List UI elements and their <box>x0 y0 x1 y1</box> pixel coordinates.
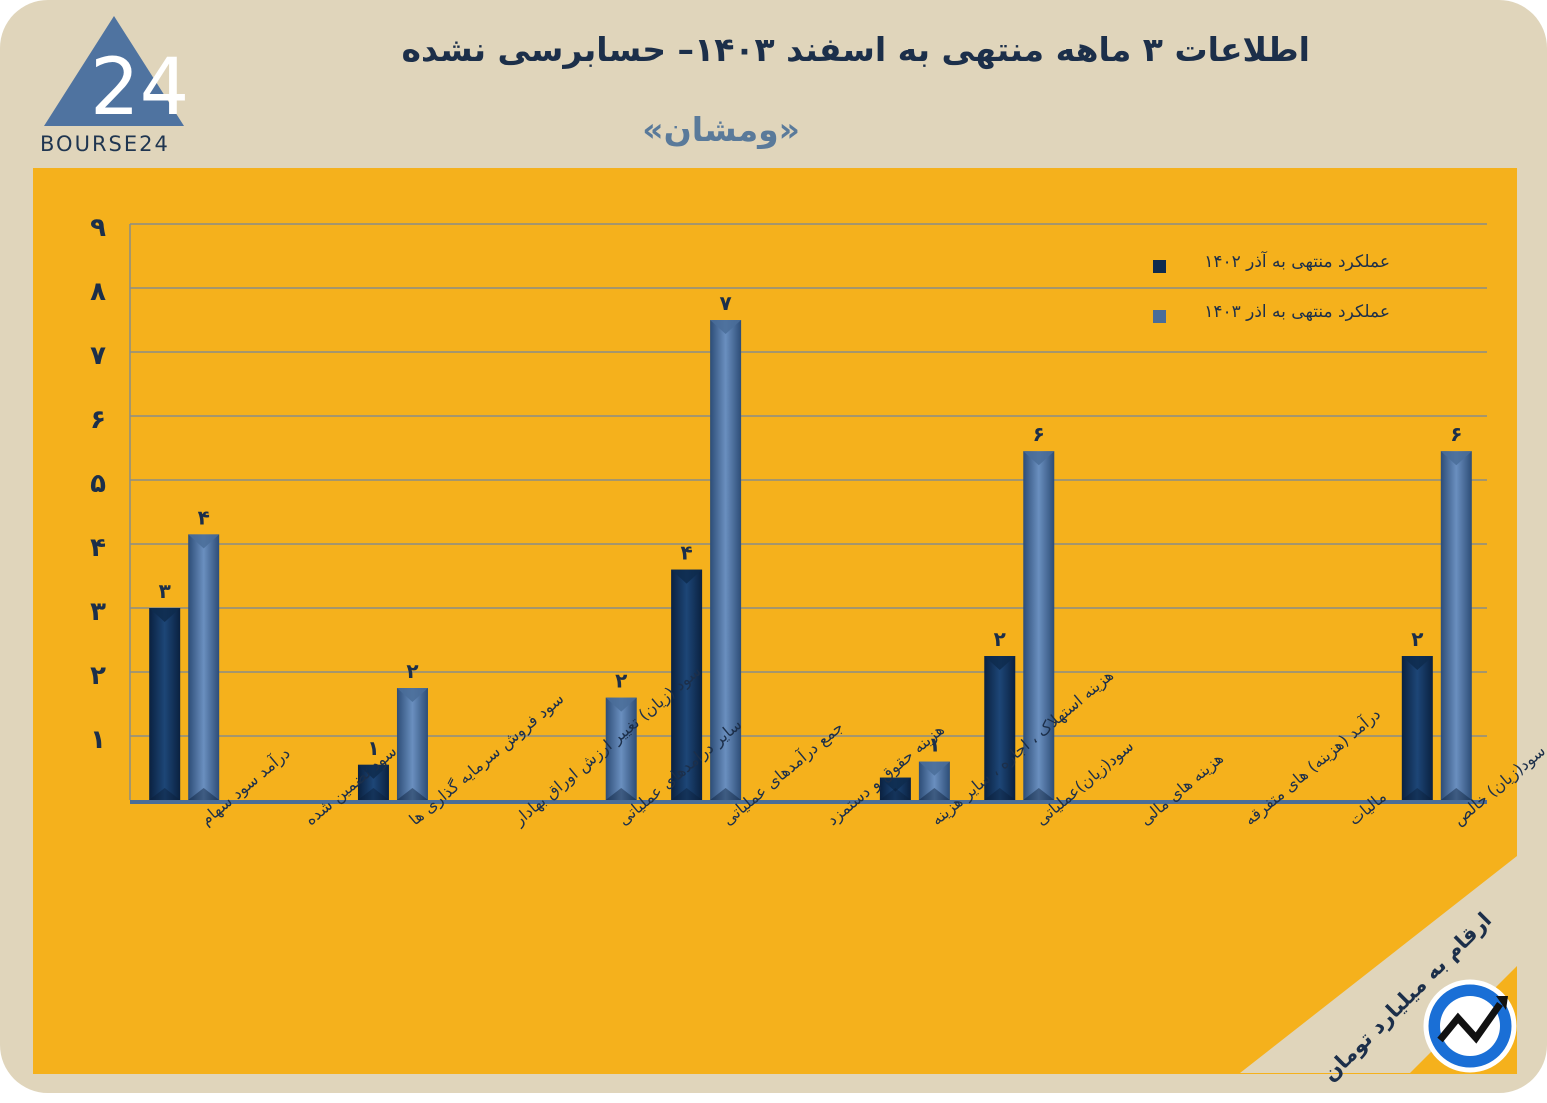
bar-base <box>671 788 703 800</box>
data-label: ۱ <box>928 733 940 757</box>
bar-1402 <box>984 656 1016 800</box>
legend-item: عملکرد منتهی به اذر ۱۴۰۳ <box>1204 302 1390 322</box>
y-tick-label: ۳ <box>90 597 106 627</box>
data-label: ۲ <box>406 659 418 683</box>
bar-base <box>149 788 181 800</box>
y-tick-label: ۲ <box>90 661 106 691</box>
y-tick-label: ۱ <box>90 725 106 755</box>
bar-cap <box>710 320 742 334</box>
bar-cap <box>1440 451 1472 466</box>
bar-base <box>984 788 1016 800</box>
bar-cap <box>984 656 1016 670</box>
data-label: ۷ <box>720 291 732 315</box>
bar-cap <box>396 688 428 702</box>
bar-cap <box>918 761 950 776</box>
data-label: ۲ <box>994 627 1006 651</box>
bourse24-logo: 24 <box>44 16 189 133</box>
data-label: ۲ <box>615 669 627 693</box>
bar-cap <box>879 777 911 792</box>
page-title: اطلاعات ۳ ماهه منتهی به اسفند ۱۴۰۳– حساب… <box>401 30 1310 69</box>
bar-1403 <box>396 688 428 800</box>
bar-cap <box>1401 656 1433 670</box>
data-label: ۲ <box>1411 627 1423 651</box>
data-label: ۱ <box>367 736 379 760</box>
legend-swatch <box>1153 260 1166 273</box>
company-name: «ومشان» <box>642 110 800 149</box>
svg-text:24: 24 <box>90 43 189 133</box>
bar-1402 <box>1401 656 1433 800</box>
bar-base <box>879 788 911 800</box>
bar-1402 <box>149 608 181 800</box>
legend-item: عملکرد منتهی به آذر ۱۴۰۲ <box>1204 252 1390 272</box>
bar-cap <box>605 697 637 712</box>
bar-1402 <box>671 569 703 800</box>
x-axis-baseline <box>130 800 1487 804</box>
data-label: ۶ <box>1033 422 1045 446</box>
bar-cap <box>671 569 703 584</box>
bar-base <box>1440 788 1472 800</box>
x-category-label: هزینه های مالی <box>1136 748 1228 829</box>
bar-base <box>1023 788 1055 800</box>
y-tick-label: ۹ <box>90 213 106 243</box>
legend-swatch <box>1153 310 1166 323</box>
bar-base <box>1401 788 1433 800</box>
bar-base <box>357 788 389 800</box>
chart-panel <box>33 168 1517 1074</box>
bar-base <box>918 788 950 800</box>
bar-1403 <box>710 320 742 800</box>
data-label: ۳ <box>159 579 171 603</box>
x-category-label: مالیات <box>1345 787 1390 829</box>
bar-base <box>396 788 428 800</box>
bar-cap <box>357 764 389 779</box>
bar-base <box>188 788 220 800</box>
data-label: ۴ <box>681 541 693 565</box>
x-category-label: هزینه استهلاک ، اجاره ، سایر هزینه <box>927 665 1118 829</box>
bar-base <box>605 788 637 800</box>
bar-1403 <box>188 534 220 800</box>
y-tick-label: ۵ <box>90 469 106 499</box>
data-label: ۶ <box>1450 422 1462 446</box>
bar-1403 <box>1440 451 1472 800</box>
bar-cap <box>188 534 220 549</box>
bar-1403 <box>605 697 637 800</box>
bar-cap <box>1023 451 1055 466</box>
logo-text: BOURSE24 <box>40 132 170 156</box>
data-label: ۴ <box>198 505 210 529</box>
bar-1403 <box>1023 451 1055 800</box>
y-tick-label: ۴ <box>90 533 106 563</box>
y-tick-label: ۶ <box>90 405 106 435</box>
y-tick-label: ۸ <box>90 277 106 307</box>
y-tick-label: ۷ <box>90 341 106 371</box>
trend-badge-icon <box>1423 979 1517 1073</box>
bar-base <box>710 788 742 800</box>
bar-cap <box>149 608 181 622</box>
